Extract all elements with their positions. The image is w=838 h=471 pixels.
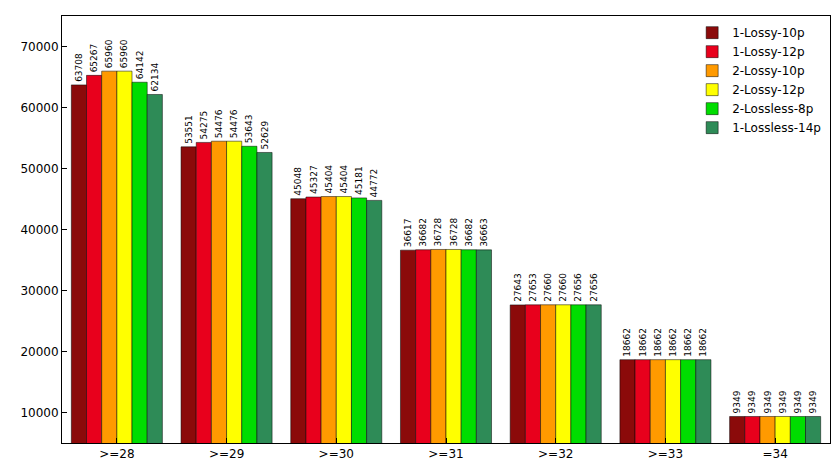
svg-text:>=28: >=28 bbox=[99, 447, 134, 461]
svg-text:>=31: >=31 bbox=[428, 447, 463, 461]
svg-text:=34: =34 bbox=[762, 447, 787, 461]
svg-text:52629: 52629 bbox=[260, 121, 270, 150]
svg-text:44772: 44772 bbox=[369, 169, 379, 198]
svg-text:64142: 64142 bbox=[135, 51, 145, 80]
svg-text:63708: 63708 bbox=[74, 53, 84, 82]
svg-text:36728: 36728 bbox=[433, 218, 443, 247]
svg-text:10000: 10000 bbox=[20, 406, 58, 420]
svg-text:65960: 65960 bbox=[104, 39, 114, 68]
svg-text:2-Lossy-10p: 2-Lossy-10p bbox=[732, 64, 804, 78]
svg-text:45404: 45404 bbox=[324, 165, 334, 194]
svg-text:18662: 18662 bbox=[668, 328, 678, 357]
svg-text:65267: 65267 bbox=[89, 44, 99, 73]
svg-text:62134: 62134 bbox=[150, 63, 160, 92]
svg-text:20000: 20000 bbox=[20, 345, 58, 359]
svg-text:18662: 18662 bbox=[653, 328, 663, 357]
svg-text:2-Lossless-8p: 2-Lossless-8p bbox=[732, 102, 813, 116]
svg-text:>=33: >=33 bbox=[648, 447, 683, 461]
svg-text:45181: 45181 bbox=[354, 166, 364, 195]
svg-text:>=32: >=32 bbox=[538, 447, 573, 461]
svg-text:36682: 36682 bbox=[464, 218, 474, 247]
svg-text:18662: 18662 bbox=[638, 328, 648, 357]
svg-text:27656: 27656 bbox=[589, 273, 599, 302]
svg-text:27660: 27660 bbox=[558, 273, 568, 302]
svg-text:18662: 18662 bbox=[622, 328, 632, 357]
svg-text:1-Lossy-10p: 1-Lossy-10p bbox=[732, 26, 804, 40]
svg-text:40000: 40000 bbox=[20, 223, 58, 237]
svg-text:54275: 54275 bbox=[199, 111, 209, 140]
svg-text:45404: 45404 bbox=[339, 165, 349, 194]
svg-text:9349: 9349 bbox=[732, 390, 742, 413]
svg-text:70000: 70000 bbox=[20, 40, 58, 54]
svg-text:65960: 65960 bbox=[119, 39, 129, 68]
svg-text:53551: 53551 bbox=[184, 115, 194, 144]
svg-text:1-Lossy-12p: 1-Lossy-12p bbox=[732, 45, 804, 59]
svg-text:27653: 27653 bbox=[528, 273, 538, 302]
svg-text:60000: 60000 bbox=[20, 101, 58, 115]
svg-text:54476: 54476 bbox=[214, 109, 224, 138]
svg-text:9349: 9349 bbox=[778, 390, 788, 413]
svg-text:9349: 9349 bbox=[747, 390, 757, 413]
svg-text:30000: 30000 bbox=[20, 284, 58, 298]
svg-text:36682: 36682 bbox=[418, 218, 428, 247]
svg-text:18662: 18662 bbox=[683, 328, 693, 357]
svg-text:18662: 18662 bbox=[698, 328, 708, 357]
svg-text:9349: 9349 bbox=[793, 390, 803, 413]
svg-text:36663: 36663 bbox=[479, 218, 489, 247]
svg-text:54476: 54476 bbox=[229, 109, 239, 138]
svg-text:2-Lossy-12p: 2-Lossy-12p bbox=[732, 83, 804, 97]
svg-text:27643: 27643 bbox=[513, 273, 523, 302]
svg-text:27660: 27660 bbox=[543, 273, 553, 302]
svg-text:9349: 9349 bbox=[763, 390, 773, 413]
svg-text:45327: 45327 bbox=[309, 165, 319, 194]
svg-text:>=29: >=29 bbox=[209, 447, 244, 461]
svg-text:27656: 27656 bbox=[573, 273, 583, 302]
svg-text:50000: 50000 bbox=[20, 162, 58, 176]
svg-text:>=30: >=30 bbox=[319, 447, 354, 461]
svg-text:1-Lossless-14p: 1-Lossless-14p bbox=[732, 121, 821, 135]
svg-text:53643: 53643 bbox=[244, 115, 254, 144]
svg-text:45048: 45048 bbox=[293, 167, 303, 196]
svg-text:9349: 9349 bbox=[808, 390, 818, 413]
svg-text:36728: 36728 bbox=[449, 218, 459, 247]
svg-text:36617: 36617 bbox=[403, 218, 413, 247]
